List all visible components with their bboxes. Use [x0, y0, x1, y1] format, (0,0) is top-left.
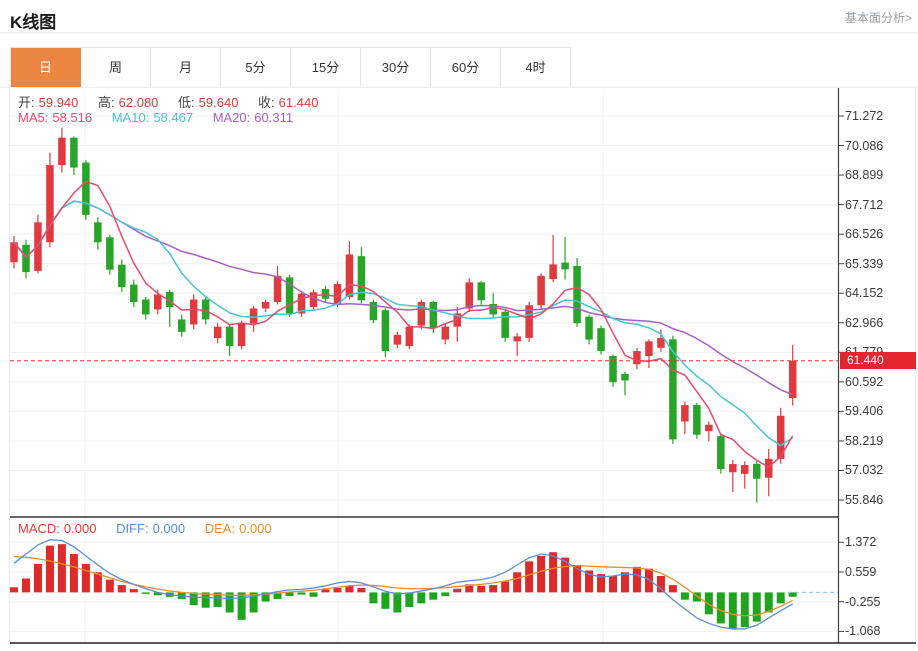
price-axis-label: 55.846	[845, 493, 884, 507]
price-axis-label: 59.406	[845, 404, 884, 419]
page-title: K线图	[10, 13, 57, 32]
diff-label: DIFF:	[116, 521, 149, 536]
price-axis-label: 57.032	[845, 463, 884, 478]
price-axis-label: 68.899	[845, 168, 884, 183]
price-axis-label: 65.339	[845, 256, 884, 271]
ma20-label: MA20:	[212, 110, 251, 125]
price-axis-label: 67.712	[845, 197, 884, 212]
panel-top-border	[0, 87, 918, 88]
fundamental-analysis-link[interactable]: 基本面分析>	[844, 11, 912, 25]
price-axis-label: 58.219	[845, 433, 884, 448]
price-axis-label: 70.086	[845, 138, 884, 153]
macd-value: 0.000	[63, 521, 97, 536]
price-axis-label: 71.272	[845, 109, 884, 123]
dea-value: 0.000	[239, 521, 272, 536]
macd-legend: MACD: 0.000 DIFF: 0.000 DEA: 0.000	[18, 521, 288, 536]
header-divider	[0, 32, 918, 33]
tab-15min[interactable]: 15分	[291, 48, 361, 88]
open-label: 开:	[18, 95, 35, 110]
low-value: 59.640	[198, 95, 239, 110]
tab-60min[interactable]: 60分	[431, 48, 501, 88]
tab-30min[interactable]: 30分	[361, 48, 431, 88]
ohlc-legend: 开: 59.940 高: 62.080 低: 59.640 收: 61.440	[18, 92, 334, 111]
ma10-value: 58.467	[153, 110, 194, 125]
tab-day[interactable]: 日	[11, 48, 81, 88]
open-value: 59.940	[38, 95, 79, 110]
ma20-value: 60.311	[254, 110, 294, 125]
dea-label: DEA:	[204, 521, 236, 536]
tab-5min[interactable]: 5分	[221, 48, 291, 88]
price-axis-label: 62.966	[845, 315, 884, 330]
price-axis-label: 64.152	[845, 286, 884, 301]
tab-4hour[interactable]: 4时	[501, 48, 571, 88]
macd-axis-label: -0.255	[845, 594, 881, 609]
high-label: 高:	[98, 95, 115, 110]
ma-legend: MA5: 58.516 MA10: 58.467 MA20: 60.311	[18, 110, 309, 125]
macd-label: MACD:	[18, 521, 60, 536]
close-label: 收:	[258, 95, 275, 110]
ma5-value: 58.516	[52, 110, 93, 125]
low-label: 低:	[178, 95, 195, 110]
macd-axis-label: -1.068	[845, 624, 881, 639]
period-tab-bar: 日 周 月 5分 15分 30分 60分 4时	[10, 47, 571, 88]
ma10-label: MA10:	[111, 110, 150, 125]
diff-value: 0.000	[152, 521, 186, 536]
last-price-badge: 61.440	[840, 352, 916, 369]
macd-axis-label: 1.372	[845, 535, 877, 550]
tab-month[interactable]: 月	[151, 48, 221, 88]
high-value: 62.080	[118, 95, 159, 110]
macd-axis-label: 0.559	[845, 564, 877, 579]
close-value: 61.440	[278, 95, 319, 110]
tab-week[interactable]: 周	[81, 48, 151, 88]
price-axis-label: 66.526	[845, 227, 884, 242]
price-axis-label: 60.592	[845, 374, 884, 389]
ma5-label: MA5:	[18, 110, 49, 125]
